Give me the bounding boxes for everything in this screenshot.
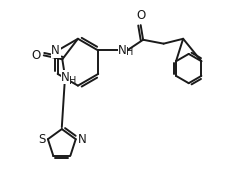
Text: N: N	[61, 71, 70, 84]
Text: O: O	[31, 49, 40, 62]
Text: N: N	[118, 44, 127, 57]
Text: N: N	[78, 133, 87, 146]
Text: H: H	[69, 76, 76, 86]
Text: N: N	[51, 44, 60, 57]
Text: H: H	[126, 47, 134, 57]
Text: O: O	[136, 9, 145, 22]
Text: S: S	[38, 133, 45, 146]
